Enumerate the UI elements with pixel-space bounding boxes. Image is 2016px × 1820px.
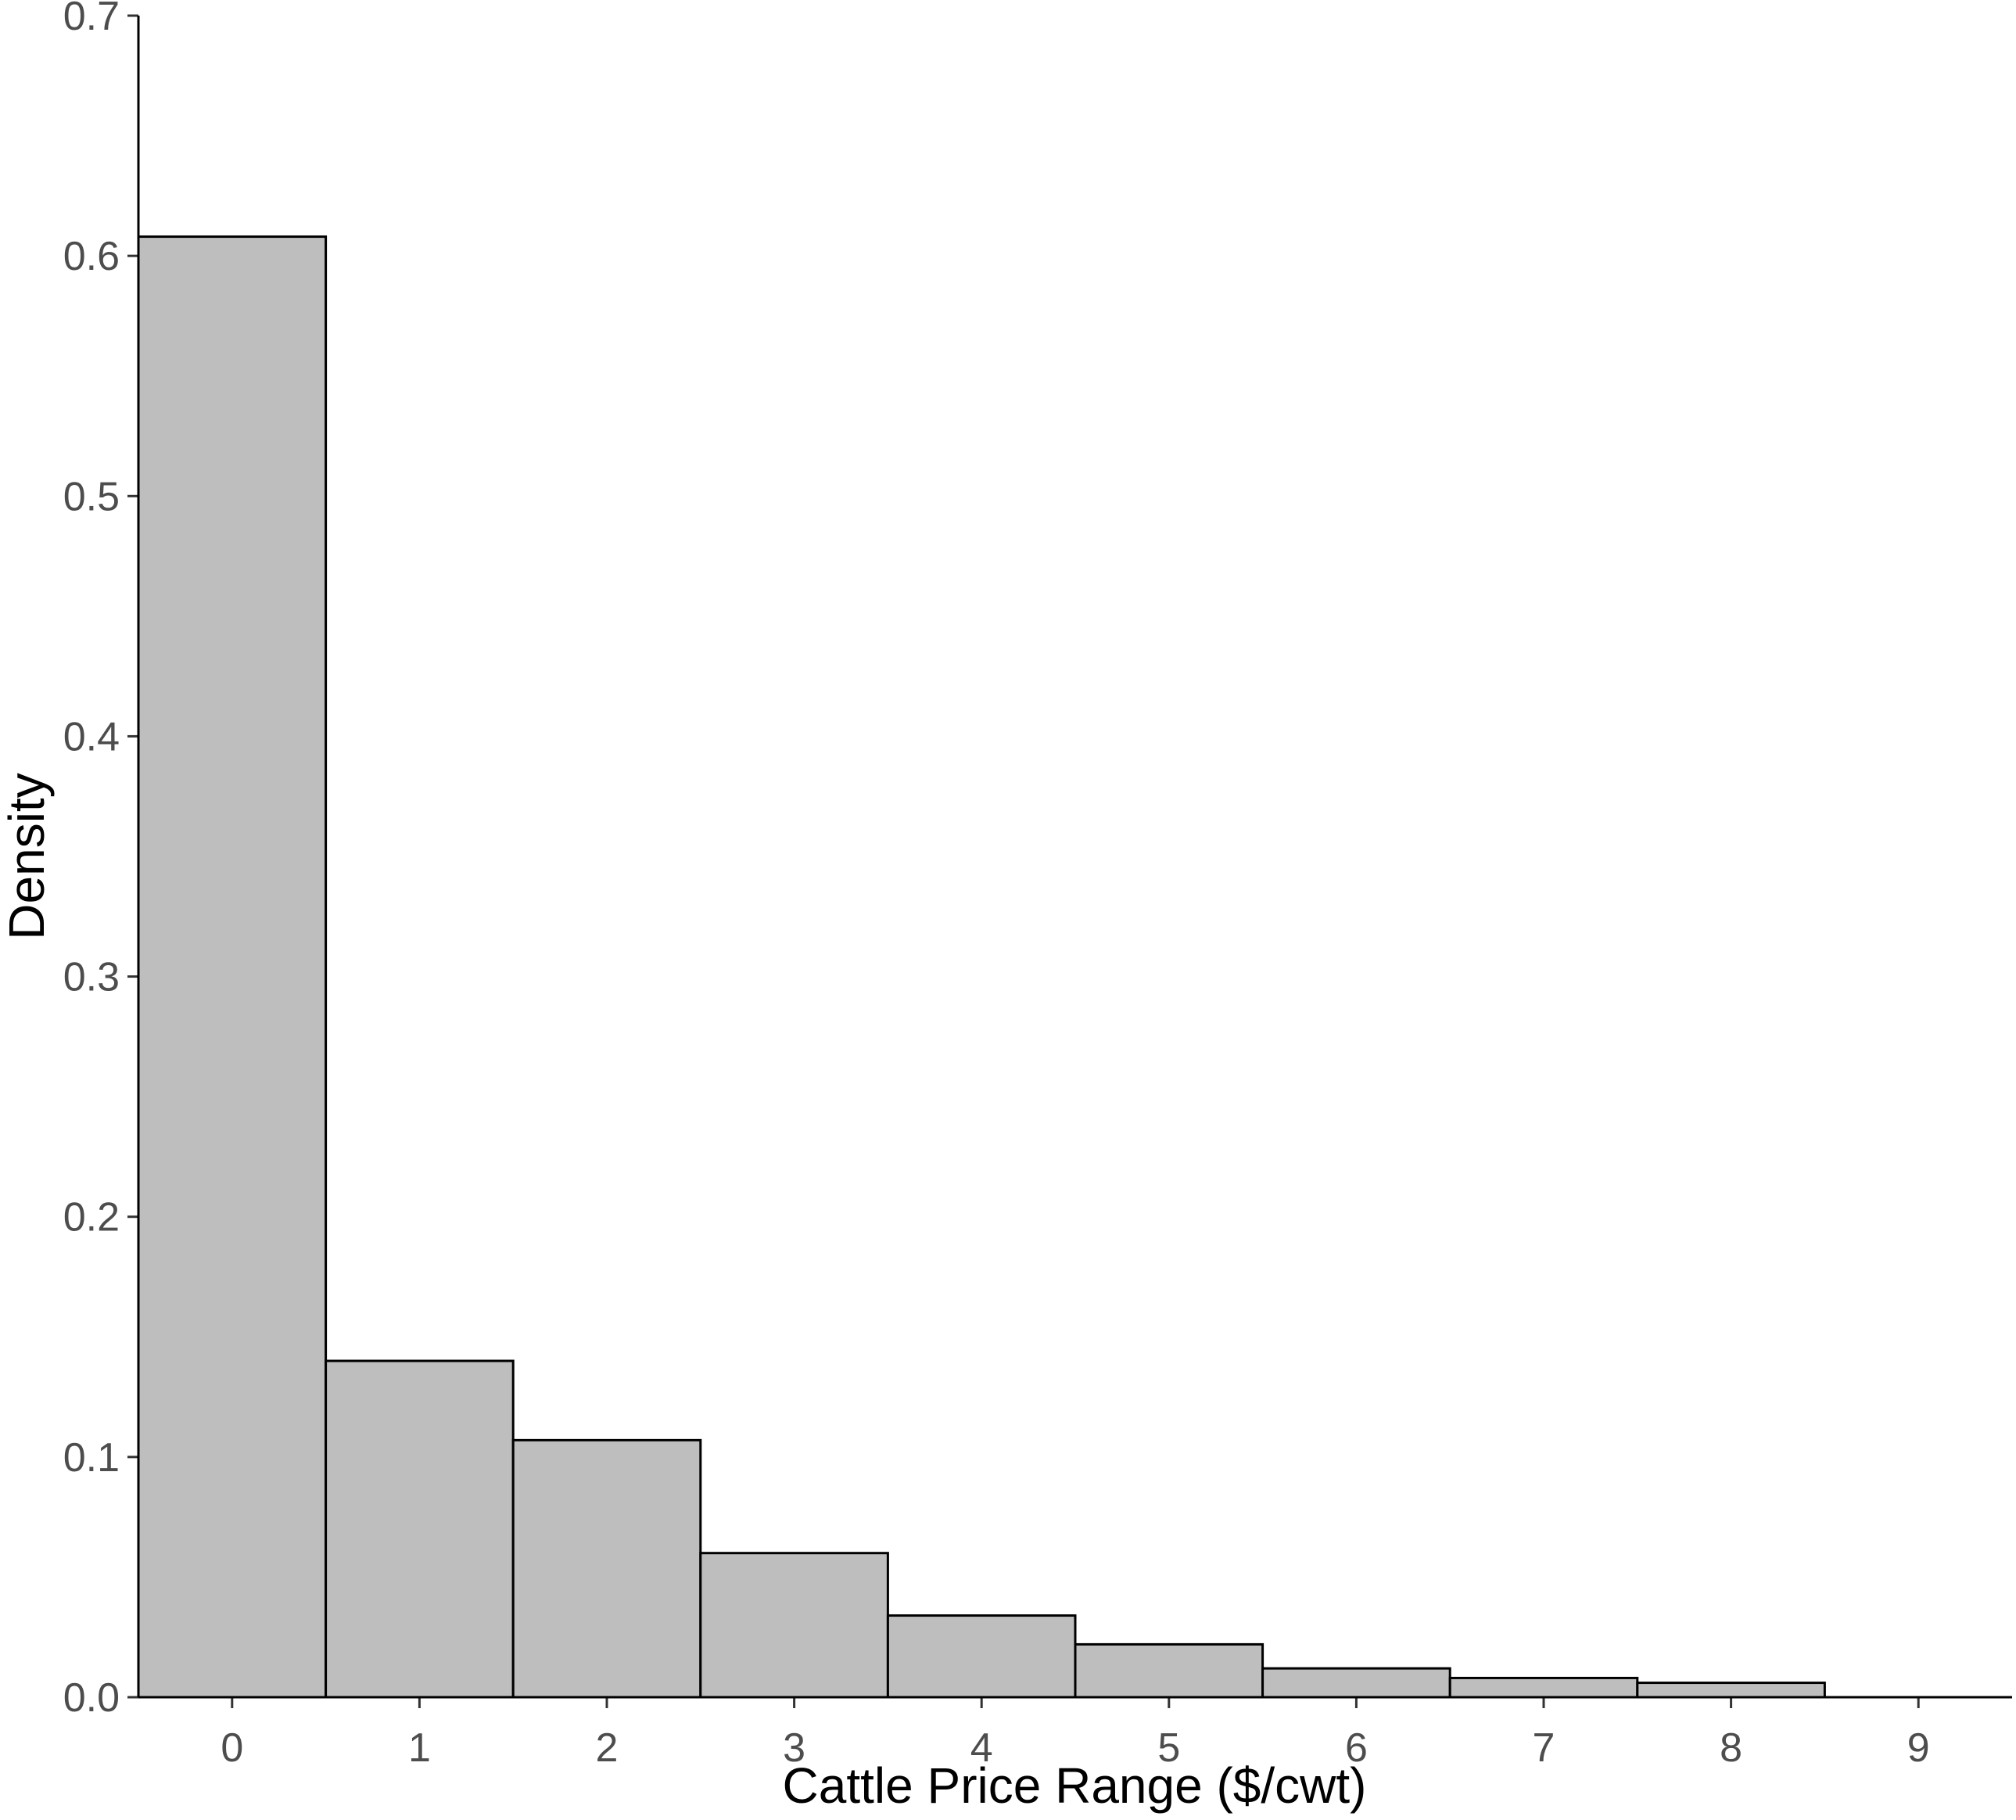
- y-axis-title: Density: [0, 773, 55, 939]
- bar-7: [1448, 1676, 1639, 1699]
- y-tick-label: 0.0: [63, 1675, 120, 1721]
- x-tick-label: 8: [1720, 1725, 1742, 1771]
- y-tick-label: 0.3: [63, 955, 120, 1000]
- y-tick-label: 0.5: [63, 474, 120, 519]
- bar-3: [699, 1552, 889, 1699]
- bar-8: [1636, 1682, 1826, 1699]
- y-tick-label: 0.2: [63, 1195, 120, 1240]
- x-tick-label: 6: [1345, 1725, 1368, 1771]
- x-tick-label: 0: [221, 1725, 243, 1771]
- x-axis-title: Cattle Price Range ($/cwt): [783, 1757, 1367, 1814]
- x-tick-label: 5: [1157, 1725, 1180, 1771]
- bars-group: [137, 235, 1826, 1699]
- y-axis-ticks: 0.0 0.1 0.2 0.3 0.4 0.5 0.6 0.7: [63, 0, 138, 1721]
- bar-1: [325, 1359, 515, 1699]
- x-axis-ticks: 0 1 2 3 4 5 6 7 8 9: [221, 1697, 1930, 1771]
- y-tick-label: 0.4: [63, 714, 120, 759]
- x-tick-label: 9: [1907, 1725, 1930, 1771]
- bar-2: [511, 1438, 702, 1699]
- bar-0: [137, 235, 328, 1699]
- x-tick-label: 4: [970, 1725, 993, 1771]
- x-tick-label: 3: [783, 1725, 805, 1771]
- bar-6: [1261, 1667, 1451, 1699]
- x-tick-label: 2: [596, 1725, 619, 1771]
- bar-4: [886, 1614, 1077, 1699]
- x-tick-label: 1: [408, 1725, 431, 1771]
- bar-5: [1074, 1642, 1264, 1699]
- y-tick-label: 0.6: [63, 234, 120, 279]
- y-tick-label: 0.7: [63, 0, 120, 39]
- x-tick-label: 7: [1533, 1725, 1555, 1771]
- y-tick-label: 0.1: [63, 1435, 120, 1481]
